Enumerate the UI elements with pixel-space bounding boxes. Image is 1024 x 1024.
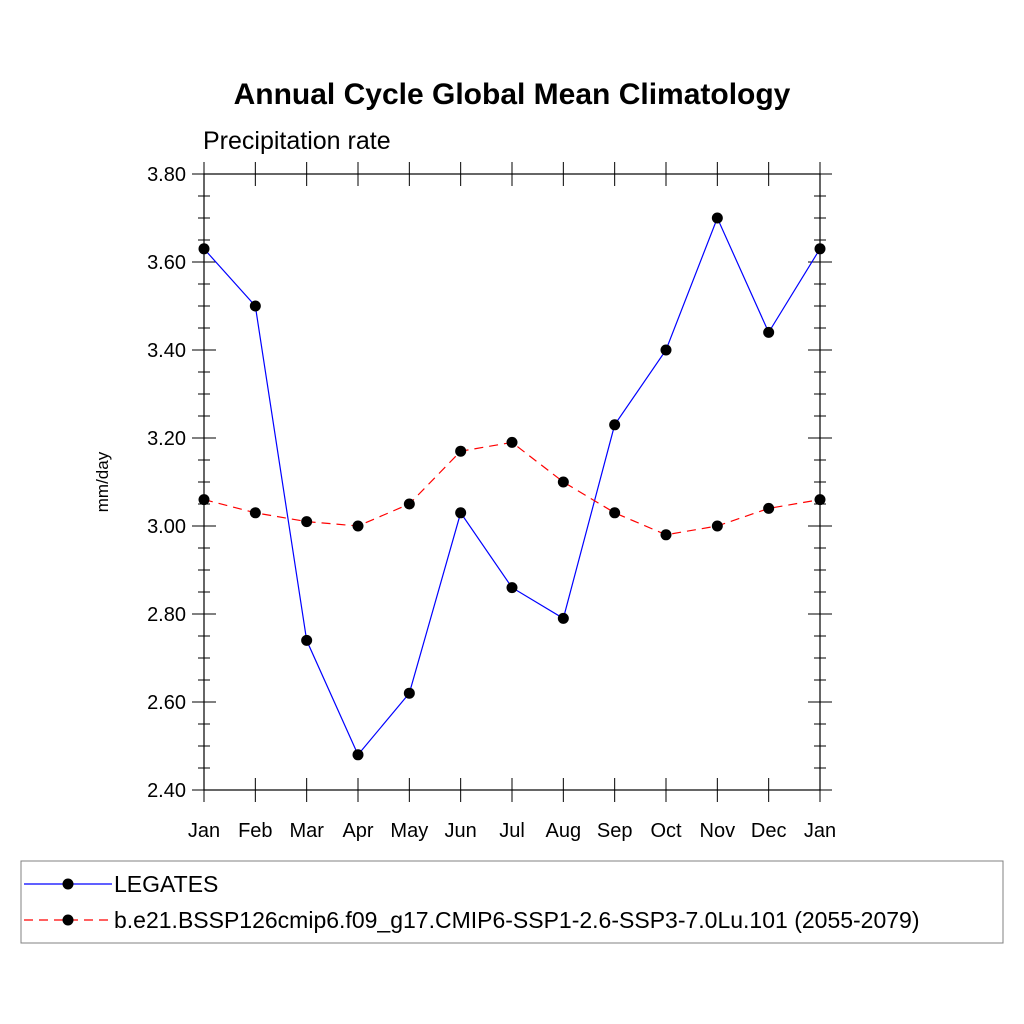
series-0-point: [609, 419, 621, 431]
series-0-point: [198, 243, 210, 255]
x-tick-label: May: [390, 820, 428, 842]
y-tick-label: 2.60: [147, 692, 186, 714]
series-0-point: [455, 507, 467, 519]
axis-ticks: 2.40 2.60 2.80 3.00 3.20 3.40 3.60 3.80 Jan Feb Ma…: [147, 162, 836, 842]
series-1-point: [198, 494, 210, 506]
y-axis-label: mm/day: [93, 451, 112, 512]
series-0-point: [660, 344, 672, 356]
x-tick-label: Aug: [546, 820, 582, 842]
y-tick-label: 3.60: [147, 252, 186, 274]
series-1-point: [352, 520, 364, 532]
y-tick-label: 2.80: [147, 604, 186, 626]
legend: LEGATES b.e21.BSSP126cmip6.f09_g17.CMIP6…: [24, 871, 920, 933]
series-0-point: [557, 612, 569, 624]
y-tick-label: 3.80: [147, 164, 186, 186]
series-1-point: [455, 445, 467, 457]
legend-label-model: b.e21.BSSP126cmip6.f09_g17.CMIP6-SSP1-2.…: [114, 907, 920, 933]
y-tick-label: 3.20: [147, 428, 186, 450]
x-tick-label: Feb: [238, 820, 272, 842]
series-0-point: [352, 749, 364, 761]
legend-swatch-marker: [62, 878, 74, 890]
series-1-point: [403, 498, 415, 510]
chart-subtitle: Precipitation rate: [203, 127, 391, 155]
x-tick-label: Oct: [650, 820, 682, 842]
y-tick-label: 3.00: [147, 516, 186, 538]
series-0-point: [249, 300, 261, 312]
series-0-point: [763, 326, 775, 338]
series-1-point: [557, 476, 569, 488]
series-1-point: [301, 516, 313, 528]
series-line-1: [203, 441, 821, 536]
series-0-point: [403, 687, 415, 699]
legend-label-legates: LEGATES: [114, 871, 218, 897]
series-1-point: [814, 494, 826, 506]
x-tick-label: Mar: [289, 820, 324, 842]
x-tick-label: Jul: [499, 820, 525, 842]
series-0-point: [506, 582, 518, 594]
series-1-point: [506, 436, 518, 448]
x-tick-label: Jan: [804, 820, 836, 842]
chart-title: Annual Cycle Global Mean Climatology: [234, 78, 791, 111]
x-tick-label: Nov: [700, 820, 736, 842]
x-tick-label: Jun: [445, 820, 477, 842]
x-tick-label: Jan: [188, 820, 220, 842]
x-tick-label: Apr: [342, 820, 373, 842]
series-layer: [198, 212, 826, 761]
series-1-point: [711, 520, 723, 532]
legend-box: [20, 860, 1004, 944]
series-1-point: [763, 502, 775, 514]
plot-frame: [203, 173, 821, 791]
series-0-point: [301, 634, 313, 646]
series-0-point: [711, 212, 723, 224]
y-tick-label: 3.40: [147, 340, 186, 362]
series-1-point: [609, 507, 621, 519]
series-1-point: [660, 529, 672, 541]
legend-swatch-marker: [62, 914, 74, 926]
series-line-0: [203, 216, 821, 756]
x-tick-label: Dec: [751, 820, 787, 842]
series-0-point: [814, 243, 826, 255]
x-tick-label: Sep: [597, 820, 633, 842]
series-1-point: [249, 507, 261, 519]
y-tick-label: 2.40: [147, 780, 186, 802]
